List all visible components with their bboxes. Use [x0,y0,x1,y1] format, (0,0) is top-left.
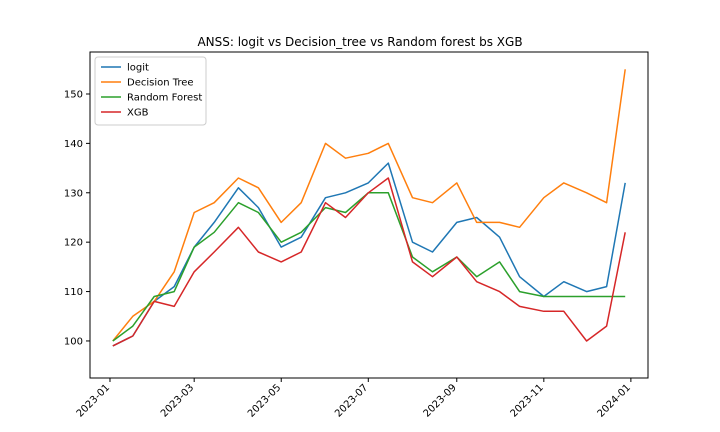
legend-label: Random Forest [127,93,202,104]
series-layer [112,69,626,347]
plot-frame [89,51,649,379]
legend-box [94,56,207,126]
series-line-decision-tree [112,69,626,342]
y-tick-label: 130 [64,188,83,199]
legend: logit Decision Tree Random Forest XGB [94,56,207,126]
legend-label: Decision Tree [127,78,194,89]
y-tick-label: 140 [64,139,83,150]
y-axis: 100 110 120 130 140 150 [64,89,90,347]
legend-label: logit [127,63,149,74]
y-tick-label: 120 [64,238,83,249]
y-tick-label: 100 [64,336,83,347]
legend-label: XGB [127,108,149,119]
chart-title: ANSS: logit vs Decision_tree vs Random f… [197,35,522,49]
y-tick-label: 150 [64,89,83,100]
series-line-xgb [112,177,626,347]
y-tick-label: 110 [64,287,83,298]
